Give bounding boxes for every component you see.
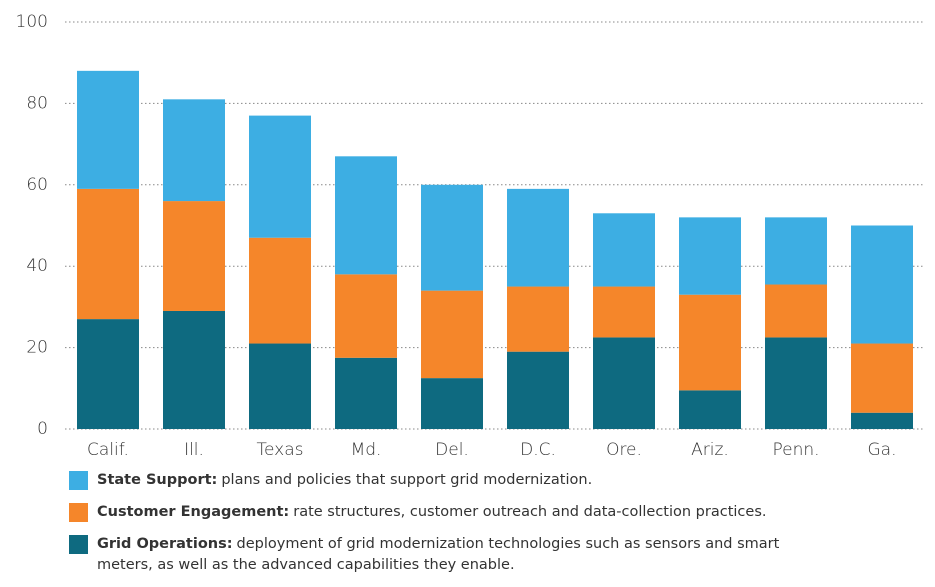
- y-tick-label: 80: [26, 93, 48, 113]
- legend-swatch: [69, 503, 88, 522]
- legend-description: deployment of grid modernization technol…: [97, 536, 780, 573]
- x-tick-label: Ariz.: [691, 440, 729, 460]
- bar-segment: [507, 351, 569, 429]
- bar-segment: [851, 225, 913, 344]
- bar-segment: [765, 217, 827, 285]
- legend-swatch: [69, 471, 88, 490]
- bar-segment: [77, 188, 139, 320]
- bar-segment: [249, 237, 311, 344]
- bar-segment: [163, 99, 225, 202]
- legend-text: Grid Operations: deployment of grid moder…: [97, 534, 789, 576]
- legend-text: State Support: plans and policies that su…: [97, 470, 592, 491]
- x-tick-label: Ill.: [184, 440, 204, 460]
- y-tick-label: 0: [37, 419, 48, 439]
- legend-swatch: [69, 535, 88, 554]
- bar-segment: [593, 337, 655, 429]
- legend-name: Customer Engagement:: [97, 504, 290, 520]
- x-tick-label: Md.: [351, 440, 382, 460]
- y-tick-label: 40: [26, 256, 48, 276]
- bar-segment: [77, 70, 139, 189]
- bar-segment: [249, 115, 311, 238]
- x-tick-label: D.C.: [520, 440, 556, 460]
- legend-description: plans and policies that support grid mod…: [221, 472, 593, 488]
- legend-item: Customer Engagement: rate structures, cus…: [69, 502, 789, 523]
- bar-segment: [335, 357, 397, 429]
- legend-text: Customer Engagement: rate structures, cus…: [97, 502, 766, 523]
- legend-description: rate structures, customer outreach and d…: [293, 504, 767, 520]
- legend-name: State Support:: [97, 472, 218, 488]
- y-tick-label: 60: [26, 175, 48, 195]
- bar-segment: [851, 343, 913, 413]
- legend-item: State Support: plans and policies that su…: [69, 470, 789, 491]
- bar-segment: [163, 201, 225, 311]
- bar-segment: [421, 378, 483, 429]
- bar-segment: [593, 286, 655, 338]
- bar-segment: [421, 184, 483, 291]
- bar-segment: [163, 310, 225, 429]
- x-tick-label: Calif.: [87, 440, 129, 460]
- bar-segment: [593, 213, 655, 287]
- x-tick-label: Ga.: [868, 440, 897, 460]
- legend: State Support: plans and policies that su…: [69, 470, 789, 587]
- y-tick-label: 100: [16, 12, 48, 32]
- bar-segment: [507, 188, 569, 287]
- x-tick-label: Ore.: [606, 440, 642, 460]
- legend-name: Grid Operations:: [97, 536, 233, 552]
- bar-segment: [421, 290, 483, 379]
- bar-segment: [765, 337, 827, 429]
- y-tick-label: 20: [26, 338, 48, 358]
- x-tick-label: Penn.: [772, 440, 819, 460]
- x-tick-label: Texas: [257, 440, 304, 460]
- chart: 0 20 40 60 80 100 Calif. Ill. Texas Md. Del. D.C. Or…: [16, 12, 925, 460]
- bar-segment: [335, 156, 397, 275]
- bar-segment: [679, 217, 741, 295]
- bar-segment: [679, 390, 741, 429]
- bar-segment: [765, 284, 827, 338]
- bar-segment: [679, 294, 741, 391]
- bar-segment: [249, 343, 311, 429]
- bar-segment: [77, 319, 139, 429]
- bar-segment: [335, 274, 397, 358]
- x-tick-label: Del.: [435, 440, 469, 460]
- bar-segment: [851, 412, 913, 429]
- legend-item: Grid Operations: deployment of grid moder…: [69, 534, 789, 576]
- bar-segment: [507, 286, 569, 352]
